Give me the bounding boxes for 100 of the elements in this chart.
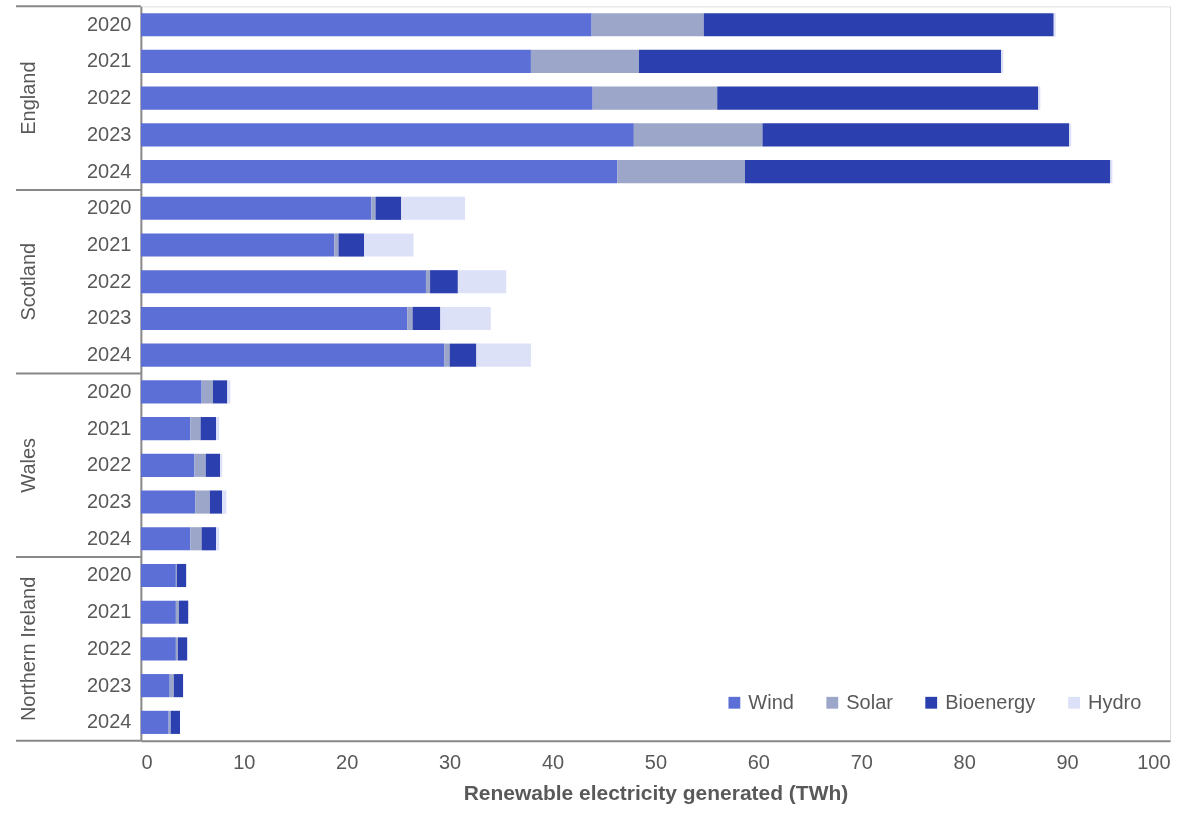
- bar: [222, 490, 227, 514]
- bar: [140, 233, 335, 257]
- bar: [444, 343, 450, 367]
- bar: [201, 380, 213, 404]
- y-tick-label: 2024: [86, 710, 132, 733]
- bar: [457, 270, 507, 294]
- bar: [140, 160, 618, 184]
- bar: [200, 417, 217, 441]
- x-tick-label: 50: [644, 751, 668, 774]
- x-tick-label: 70: [850, 751, 873, 774]
- bar: [173, 674, 184, 698]
- y-tick-label: 2020: [86, 379, 132, 402]
- text: Scotland: [16, 242, 39, 321]
- y-tick-label: 2020: [86, 563, 132, 586]
- bar: [176, 563, 187, 588]
- x-tick-label: 80: [953, 751, 976, 774]
- bar: [140, 490, 196, 514]
- bar: [1069, 123, 1072, 147]
- bar: [140, 674, 170, 698]
- y-tick-label: 2023: [86, 122, 132, 145]
- bar: [762, 123, 1070, 147]
- bar: [140, 343, 445, 367]
- bar: [1110, 160, 1113, 184]
- bar: [170, 710, 180, 734]
- x-tick-label: 40: [541, 751, 565, 774]
- bar: [401, 196, 466, 220]
- bar: [334, 233, 339, 257]
- bar: [220, 453, 223, 477]
- y-tick-label: 2023: [86, 673, 132, 696]
- bar: [209, 490, 223, 514]
- text: Northern Ireland: [16, 576, 39, 722]
- y-tick-label: 2021: [86, 600, 132, 623]
- bar: [412, 306, 441, 331]
- bar: [744, 160, 1111, 184]
- y-tick-label: 2021: [86, 416, 132, 439]
- bar: [140, 527, 191, 551]
- bar: [530, 49, 639, 73]
- bar: [633, 123, 763, 147]
- bar: [140, 49, 531, 73]
- y-tick-label: 2024: [86, 343, 132, 366]
- bar: [638, 49, 1002, 73]
- bar: [430, 270, 458, 294]
- bar: [371, 196, 376, 220]
- y-tick-label: 2020: [86, 12, 132, 35]
- bar: [194, 453, 206, 477]
- legend-label: Hydro: [1088, 690, 1142, 713]
- bar: [364, 233, 414, 257]
- bar: [216, 417, 220, 441]
- x-tick-label: 90: [1056, 751, 1079, 774]
- text: Wales: [16, 437, 39, 493]
- bar: [617, 160, 745, 184]
- legend-label: Wind: [748, 690, 794, 713]
- x-tick-label: 20: [336, 751, 359, 774]
- bar: [169, 674, 174, 698]
- bar: [440, 306, 491, 331]
- bar: [140, 306, 408, 331]
- bar: [190, 417, 201, 441]
- bar: [717, 86, 1039, 110]
- bar: [140, 417, 191, 441]
- bar: [212, 380, 228, 404]
- x-tick-label: 30: [439, 751, 462, 774]
- bar: [140, 270, 426, 294]
- x-axis-title: Renewable electricity generated (TWh): [463, 781, 849, 805]
- bar: [591, 13, 704, 37]
- bar: [190, 527, 202, 551]
- y-tick-label: 2021: [86, 49, 132, 72]
- y-tick-label: 2022: [86, 453, 132, 476]
- bar: [195, 490, 210, 514]
- bar: [375, 196, 402, 220]
- y-tick-label: 2020: [86, 196, 132, 219]
- bar: [140, 453, 195, 477]
- bar: [1038, 86, 1041, 110]
- bar: [703, 13, 1054, 37]
- bar: [140, 710, 169, 734]
- bar: [140, 196, 372, 220]
- legend-label: Solar: [846, 690, 894, 713]
- bar: [140, 380, 202, 404]
- bar: [140, 563, 176, 588]
- bar: [140, 600, 176, 624]
- bar: [227, 380, 231, 404]
- y-tick-label: 2022: [86, 269, 132, 292]
- x-tick-label: 60: [747, 751, 770, 774]
- y-tick-label: 2021: [86, 233, 132, 255]
- bar: [178, 600, 189, 624]
- bar: [449, 343, 477, 367]
- bar: [168, 710, 171, 734]
- y-tick-label: 2024: [86, 159, 132, 182]
- y-tick-label: 2022: [86, 636, 132, 659]
- bar: [1001, 49, 1004, 73]
- bar: [407, 306, 413, 331]
- bar: [425, 270, 431, 294]
- bar: [177, 637, 188, 661]
- bar: [201, 527, 217, 551]
- x-tick-label: 10: [233, 751, 256, 774]
- y-tick-label: 2022: [86, 86, 132, 109]
- text: England: [16, 61, 39, 135]
- y-tick-label: 2023: [86, 306, 132, 329]
- bar: [175, 600, 179, 624]
- bar: [592, 86, 718, 110]
- y-tick-label: 2024: [86, 526, 132, 549]
